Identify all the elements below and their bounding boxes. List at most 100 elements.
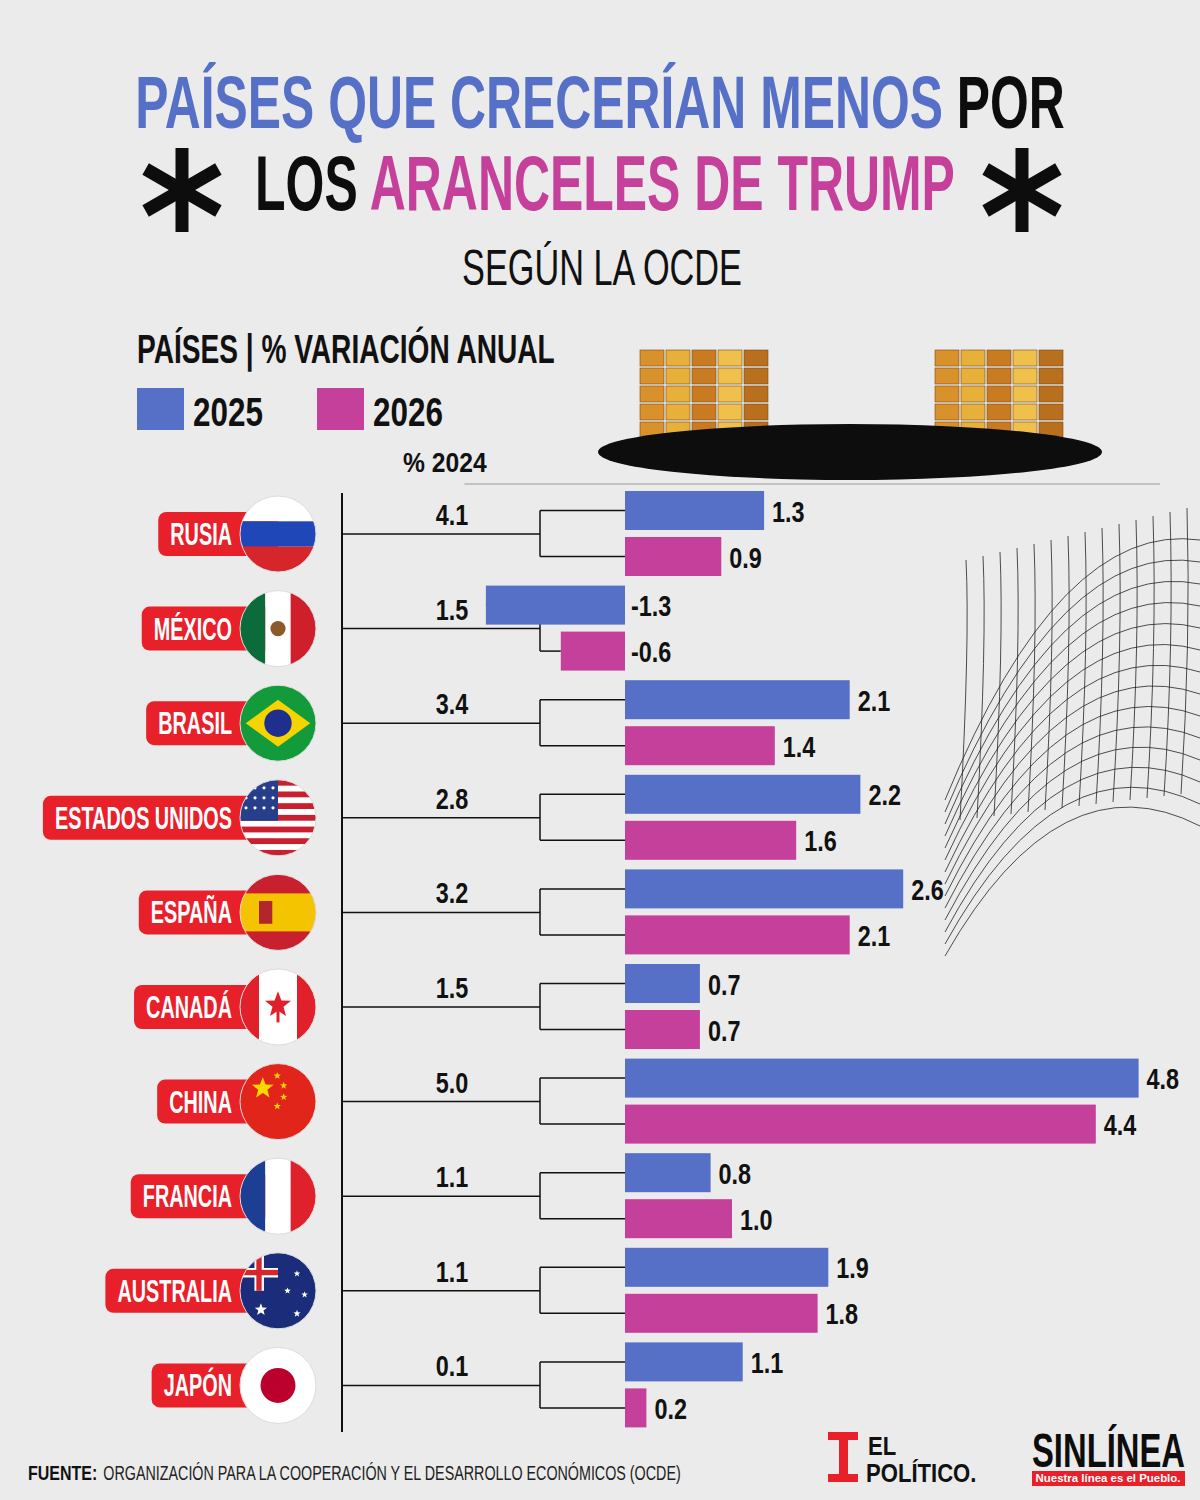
value-2024: 1.5 <box>436 971 469 1004</box>
country-tag: CANADÁ <box>134 969 316 1045</box>
container <box>640 404 664 420</box>
flag-star <box>293 1310 300 1317</box>
container <box>692 368 716 384</box>
bar <box>561 632 625 671</box>
flag-part <box>240 1064 316 1140</box>
connector <box>540 934 625 936</box>
flag <box>240 591 316 667</box>
container <box>935 404 959 420</box>
connectors <box>342 511 625 1408</box>
connector <box>540 983 625 985</box>
container <box>1039 386 1063 402</box>
mesh-line <box>945 767 1200 932</box>
category-label: BRASIL <box>158 705 232 741</box>
title-word: PAÍSES <box>135 61 314 143</box>
hole <box>598 424 1102 480</box>
logo-text: SINLÍNEA <box>1032 1424 1185 1478</box>
flag-part <box>261 1368 296 1403</box>
flag-ring <box>240 591 316 667</box>
connector <box>539 700 541 746</box>
connector <box>540 1123 625 1125</box>
container <box>718 404 742 420</box>
flag-part <box>262 786 265 789</box>
category-label: RUSIA <box>170 516 232 552</box>
mesh-line <box>1096 528 1103 804</box>
connector <box>540 1172 625 1174</box>
container <box>935 350 959 366</box>
flag-ring <box>240 874 316 950</box>
mesh-line <box>945 807 1200 956</box>
flag-ring <box>240 1347 316 1423</box>
data-label: 0.2 <box>654 1392 687 1425</box>
container <box>640 368 664 384</box>
flag-part <box>240 827 316 833</box>
container <box>1013 386 1037 402</box>
container <box>1013 404 1037 420</box>
connector <box>539 1362 541 1408</box>
flag-part <box>271 786 274 789</box>
mesh-line <box>1113 524 1120 802</box>
flag-part <box>240 969 316 1045</box>
container <box>1013 350 1037 366</box>
bar <box>625 491 764 530</box>
flag-part <box>240 838 316 844</box>
bar <box>625 964 700 1003</box>
flag-ring <box>240 969 316 1045</box>
bar <box>625 726 775 765</box>
data-label: 1.6 <box>804 825 837 858</box>
asterisk-stroke <box>986 169 1059 211</box>
flag-ring <box>240 685 316 761</box>
tagline: Nuestra línea es el Pueblo. <box>1036 1472 1181 1484</box>
flag-part <box>297 969 316 1045</box>
bar <box>625 1294 818 1333</box>
mesh-line <box>945 706 1200 896</box>
flag-part <box>262 796 265 799</box>
category-label: ESPAÑA <box>151 895 232 931</box>
category-label: JAPÓN <box>164 1368 232 1404</box>
country-tag: JAPÓN <box>152 1347 316 1423</box>
source: ORGANIZACIÓN PARA LA COOPERACIÓN Y EL DE… <box>103 1462 680 1485</box>
connector <box>342 1006 540 1008</box>
container <box>692 350 716 366</box>
container <box>961 368 985 384</box>
bar <box>625 1010 700 1049</box>
value-2024: 3.4 <box>436 687 469 720</box>
flag-part <box>240 1253 316 1329</box>
bar <box>625 1388 646 1427</box>
asterisk <box>146 148 219 232</box>
illustration <box>598 350 1102 480</box>
container <box>961 350 985 366</box>
connector <box>540 699 625 701</box>
data-label: 1.0 <box>740 1203 773 1236</box>
flag <box>240 496 316 572</box>
container <box>666 350 690 366</box>
mesh-line <box>945 603 1200 836</box>
title-word: DE <box>680 140 763 227</box>
mesh-line <box>960 560 967 820</box>
mesh-line <box>945 727 1200 908</box>
connector <box>540 556 625 558</box>
connector <box>342 533 540 535</box>
country-tag: CHINA <box>157 1064 316 1140</box>
flag-part <box>240 1347 316 1423</box>
category-label: MÉXICO <box>154 611 232 647</box>
title-word: ARANCELES <box>358 140 681 227</box>
data-label: 0.7 <box>708 968 741 1001</box>
connector <box>342 1195 540 1197</box>
flag-part <box>240 521 316 546</box>
logo-sinlinea: SINLÍNEANuestra línea es el Pueblo. <box>1032 1424 1185 1486</box>
container <box>744 350 768 366</box>
connector <box>342 1101 540 1103</box>
container <box>640 386 664 402</box>
title-word: CRECERÍAN <box>436 61 746 143</box>
container <box>744 404 768 420</box>
flag-part <box>828 1474 858 1482</box>
asterisk-stroke <box>146 169 219 211</box>
bars <box>486 491 1139 1427</box>
container <box>935 386 959 402</box>
flag-part <box>244 786 247 789</box>
legend: PAÍSES | % VARIACIÓN ANUAL20252026 <box>137 326 555 435</box>
flag-part <box>264 710 291 737</box>
container <box>640 350 664 366</box>
mesh-line <box>945 686 1200 884</box>
